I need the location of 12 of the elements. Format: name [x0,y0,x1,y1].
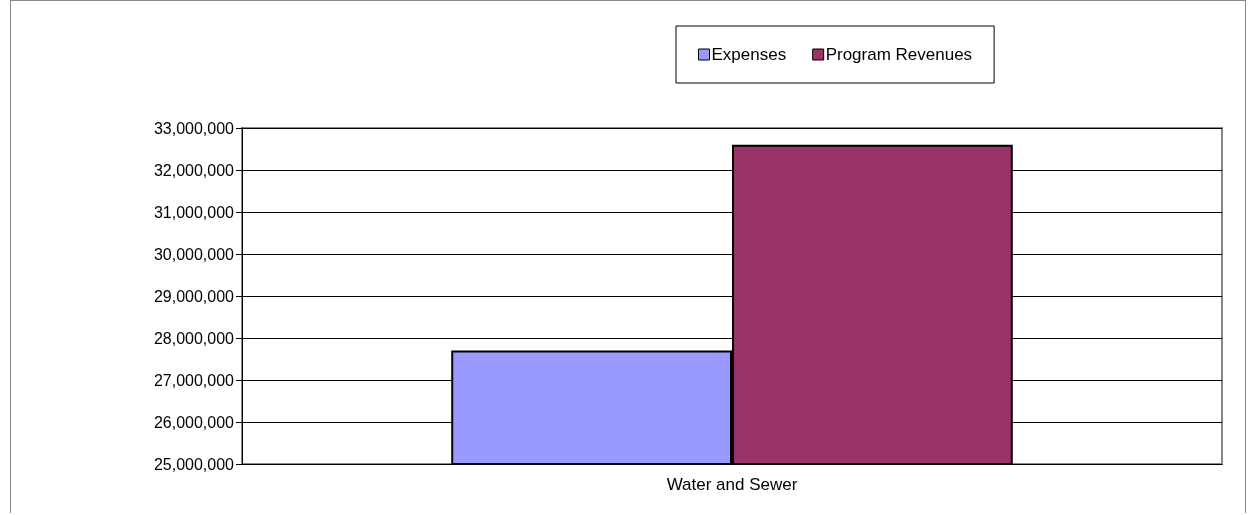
y-tick-label: 30,000,000 [153,245,235,263]
y-tick-label: 25,000,000 [153,455,235,473]
y-tick-label: 28,000,000 [153,329,235,347]
y-tick-label: 32,000,000 [153,161,235,179]
y-tick-label: 33,000,000 [153,119,235,137]
y-tick-label: 27,000,000 [153,371,235,389]
x-tick-label: Water and Sewer [666,475,798,494]
y-tick-label: 29,000,000 [153,287,235,305]
legend-label: Expenses [711,45,787,64]
y-tick-label: 26,000,000 [153,413,235,431]
y-tick-label: 31,000,000 [153,203,235,221]
legend-label: Program Revenues [825,45,973,64]
